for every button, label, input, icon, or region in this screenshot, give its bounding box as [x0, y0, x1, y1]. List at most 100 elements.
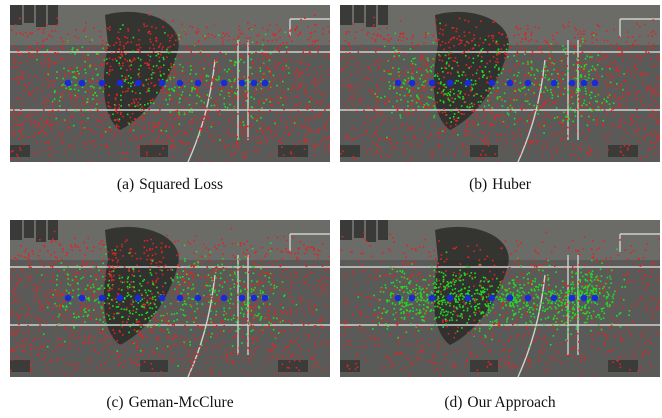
outlier-point [264, 255, 266, 258]
inlier-point [233, 108, 235, 110]
outlier-point [160, 242, 163, 244]
outlier-point [637, 116, 639, 119]
outlier-point [170, 277, 172, 279]
inlier-point [189, 65, 192, 67]
outlier-point [223, 56, 226, 58]
outlier-point [422, 85, 424, 88]
outlier-point [26, 338, 29, 341]
outlier-point [108, 270, 111, 273]
outlier-point [22, 340, 24, 342]
outlier-point [391, 148, 393, 151]
outlier-point [300, 18, 302, 21]
outlier-point [88, 359, 90, 361]
inlier-point [127, 75, 130, 77]
outlier-point [636, 67, 638, 70]
outlier-point [596, 121, 598, 123]
outlier-point [101, 243, 104, 246]
inlier-point [267, 296, 270, 299]
outlier-point [623, 129, 626, 131]
inlier-point [187, 293, 189, 296]
outlier-point [607, 83, 610, 85]
outlier-point [119, 249, 122, 252]
outlier-point [157, 336, 159, 339]
outlier-point [450, 72, 452, 75]
outlier-point [639, 157, 642, 160]
outlier-point [44, 57, 47, 59]
outlier-point [106, 145, 109, 147]
outlier-point [530, 56, 533, 59]
outlier-point [14, 300, 16, 303]
outlier-point [571, 75, 573, 78]
outlier-point [626, 148, 629, 151]
outlier-point [388, 40, 390, 43]
inlier-point [141, 294, 143, 296]
outlier-point [488, 141, 491, 144]
inlier-point [132, 129, 135, 132]
outlier-point [136, 346, 139, 349]
outlier-point [616, 69, 618, 72]
outlier-point [210, 319, 213, 321]
outlier-point [559, 78, 561, 80]
outlier-point [19, 279, 21, 281]
inlier-point [442, 71, 444, 73]
inlier-point [243, 301, 246, 304]
outlier-point [603, 134, 606, 137]
inlier-point [160, 314, 162, 317]
outlier-point [475, 116, 477, 119]
inlier-point [414, 57, 416, 60]
outlier-point [281, 350, 284, 353]
inlier-point [155, 64, 158, 67]
inlier-point [449, 104, 452, 107]
inlier-point [251, 72, 253, 75]
inlier-point [409, 48, 412, 50]
outlier-point [62, 85, 65, 87]
inlier-point [526, 100, 529, 102]
outlier-point [410, 156, 413, 158]
outlier-point [314, 91, 317, 94]
inlier-point [177, 281, 180, 283]
inlier-point [145, 79, 147, 81]
outlier-point [349, 139, 351, 141]
outlier-point [376, 93, 378, 95]
outlier-point [543, 103, 545, 105]
outlier-point [321, 79, 323, 81]
inlier-point [85, 35, 88, 38]
outlier-point [360, 97, 362, 99]
outlier-point [36, 354, 39, 356]
outlier-point [296, 69, 299, 72]
outlier-point [116, 124, 118, 126]
outlier-point [155, 246, 158, 248]
outlier-point [619, 53, 621, 55]
outlier-point [205, 296, 208, 299]
inlier-point [595, 100, 597, 102]
outlier-point [248, 350, 251, 352]
roof-block [36, 220, 46, 242]
inlier-point [229, 59, 231, 62]
inlier-point [68, 88, 71, 91]
inlier-point [81, 86, 84, 89]
inlier-point [122, 316, 124, 318]
outlier-point [44, 351, 46, 354]
outlier-point [219, 373, 222, 375]
inlier-point [86, 315, 89, 317]
inlier-point [433, 116, 435, 119]
outlier-point [286, 312, 288, 314]
inlier-point [84, 321, 86, 323]
inlier-point [94, 92, 96, 94]
outlier-point [594, 88, 596, 91]
outlier-point [634, 130, 636, 133]
outlier-point [184, 273, 186, 276]
inlier-point [457, 71, 459, 74]
outlier-point [173, 343, 175, 346]
inlier-point [262, 291, 264, 293]
outlier-point [419, 68, 422, 70]
outlier-point [159, 70, 161, 73]
outlier-point [376, 83, 379, 86]
outlier-point [32, 89, 35, 91]
outlier-point [49, 303, 51, 305]
inlier-point [144, 318, 147, 320]
outlier-point [69, 92, 71, 95]
outlier-point [631, 36, 634, 38]
inlier-point [555, 107, 558, 109]
inlier-point [245, 307, 248, 310]
